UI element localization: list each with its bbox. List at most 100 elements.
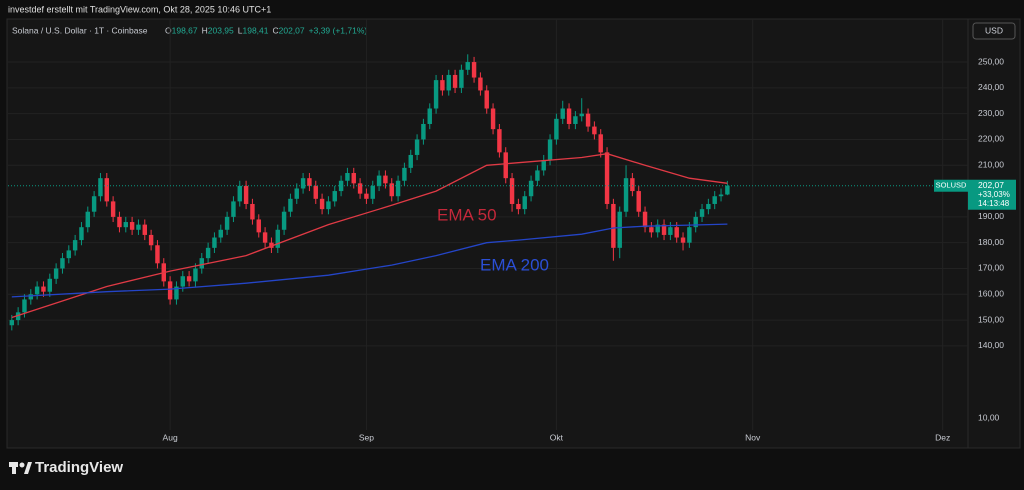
candle-body bbox=[262, 232, 268, 243]
x-tick-label: Aug bbox=[163, 432, 178, 442]
candle-body bbox=[674, 227, 679, 238]
candle-body bbox=[497, 129, 502, 153]
candle-body bbox=[446, 74, 451, 91]
candle-body bbox=[459, 69, 464, 88]
candle-body bbox=[294, 188, 299, 199]
candle-body bbox=[218, 229, 223, 238]
candle-body bbox=[224, 216, 230, 230]
candle-body bbox=[408, 154, 413, 168]
candle-body bbox=[117, 216, 122, 228]
candle-body bbox=[725, 185, 730, 195]
candle-body bbox=[231, 201, 236, 217]
candle-body bbox=[706, 203, 711, 210]
candle-body bbox=[357, 183, 363, 194]
ema-label: EMA 200 bbox=[480, 255, 549, 274]
y-tick-label: 230,00 bbox=[978, 108, 1004, 118]
ohlc-value: 203,95 bbox=[208, 25, 234, 35]
candle-body bbox=[66, 250, 72, 259]
candle-body bbox=[471, 62, 477, 78]
y-tick-label: 220,00 bbox=[978, 134, 1004, 144]
candle-body bbox=[452, 74, 458, 88]
symbol-line: Solana / U.S. Dollar · 1T · Coinbase bbox=[12, 25, 148, 35]
candle-body bbox=[522, 196, 527, 210]
candle-body bbox=[269, 242, 274, 248]
candle-body bbox=[687, 227, 692, 243]
candle-body bbox=[611, 203, 616, 248]
candle-body bbox=[345, 173, 350, 181]
candle-body bbox=[478, 77, 483, 91]
y-tick-label: 240,00 bbox=[978, 82, 1004, 92]
candle-body bbox=[636, 191, 641, 212]
candle-body bbox=[598, 134, 603, 153]
candle-body bbox=[649, 227, 654, 233]
logo-part bbox=[19, 462, 25, 468]
candle-body bbox=[193, 268, 198, 282]
candle-body bbox=[237, 185, 242, 202]
candle-body bbox=[79, 227, 84, 241]
candle-body bbox=[718, 194, 724, 197]
candle-body bbox=[668, 227, 673, 235]
candle-body bbox=[712, 196, 717, 204]
x-tick-label: Okt bbox=[550, 432, 564, 442]
candle-body bbox=[528, 180, 534, 197]
y-tick-label: 190,00 bbox=[978, 211, 1004, 221]
candle-body bbox=[41, 286, 46, 292]
candle-body bbox=[566, 108, 572, 124]
candle-body bbox=[604, 152, 610, 204]
y-tick-label: 180,00 bbox=[978, 237, 1004, 247]
candle-body bbox=[98, 178, 103, 197]
candle-body bbox=[155, 245, 160, 264]
candle-body bbox=[351, 173, 356, 184]
candle-body bbox=[34, 286, 40, 295]
price-badge-countdown: 14:13:48 bbox=[978, 199, 1010, 208]
ohlc-value: 198,41 bbox=[243, 25, 269, 35]
candle-body bbox=[199, 258, 204, 269]
x-tick-label: Dez bbox=[935, 432, 950, 442]
candle-body bbox=[47, 278, 53, 292]
candle-body bbox=[123, 222, 128, 228]
brand: TradingView bbox=[35, 459, 123, 476]
candle-body bbox=[655, 224, 660, 233]
ohlc-key: O bbox=[165, 25, 172, 35]
candle-body bbox=[110, 201, 116, 217]
candle-body bbox=[661, 224, 667, 235]
candle-body bbox=[307, 178, 312, 186]
price-badge-value: 202,07 bbox=[978, 180, 1004, 190]
candle-body bbox=[402, 167, 407, 181]
candle-body bbox=[53, 268, 59, 279]
symbol-badge-label: SOLUSD bbox=[936, 181, 967, 190]
candle-body bbox=[490, 108, 496, 130]
candle-body bbox=[332, 191, 337, 202]
candle-body bbox=[503, 152, 508, 179]
candle-body bbox=[541, 160, 546, 171]
candle-body bbox=[300, 178, 306, 189]
y-tick-label: 160,00 bbox=[978, 289, 1004, 299]
candle-body bbox=[281, 211, 287, 230]
candle-body bbox=[129, 222, 135, 230]
candle-body bbox=[414, 139, 420, 155]
candle-body bbox=[275, 229, 280, 248]
candle-body bbox=[326, 201, 331, 210]
ema-line bbox=[11, 223, 728, 298]
candle-body bbox=[205, 247, 211, 259]
candle-body bbox=[516, 203, 521, 210]
candle-body bbox=[243, 185, 249, 204]
candle-body bbox=[174, 286, 179, 300]
attribution: investdef erstellt mit TradingView.com, … bbox=[8, 4, 271, 14]
ohlc-value: 198,67 bbox=[172, 25, 198, 35]
candle-body bbox=[136, 224, 141, 230]
y-tick-label: 250,00 bbox=[978, 56, 1004, 66]
candle-body bbox=[465, 62, 470, 70]
currency-button[interactable] bbox=[972, 22, 1016, 40]
candle-body bbox=[642, 211, 648, 228]
candle-body bbox=[72, 240, 78, 251]
candle-body bbox=[699, 209, 705, 217]
ohlc-key: H bbox=[202, 25, 208, 35]
candle-body bbox=[85, 211, 91, 228]
candle-body bbox=[693, 216, 698, 228]
candle-body bbox=[573, 116, 578, 124]
candle-body bbox=[509, 178, 515, 204]
candle-body bbox=[9, 320, 15, 326]
candle-body bbox=[104, 178, 110, 202]
